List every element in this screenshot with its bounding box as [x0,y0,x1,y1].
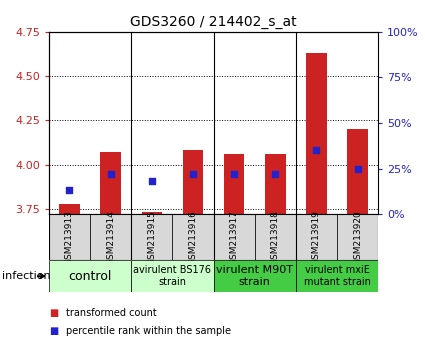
Point [354,166,361,171]
Point [272,171,279,177]
Text: GSM213914: GSM213914 [106,210,115,264]
Bar [213,214,255,260]
Text: GSM213919: GSM213919 [312,210,321,265]
Bar [224,154,244,214]
Bar [347,129,368,214]
Text: percentile rank within the sample: percentile rank within the sample [66,326,231,336]
Bar [296,214,337,260]
Bar [255,214,296,260]
Text: GSM213917: GSM213917 [230,210,239,265]
Text: transformed count: transformed count [66,308,157,318]
Text: GSM213915: GSM213915 [147,210,156,265]
Bar [337,214,378,260]
Bar [173,214,213,260]
Text: virulent mxiE
mutant strain: virulent mxiE mutant strain [303,265,371,287]
Bar [90,214,131,260]
Text: control: control [68,270,112,282]
Bar [142,212,162,214]
Bar [131,260,213,292]
Title: GDS3260 / 214402_s_at: GDS3260 / 214402_s_at [130,16,297,29]
Point [148,178,155,184]
Bar [213,260,296,292]
Point [313,148,320,153]
Text: avirulent BS176
strain: avirulent BS176 strain [133,265,211,287]
Bar [49,260,131,292]
Bar [59,204,80,214]
Point [190,171,196,177]
Bar [306,53,327,214]
Bar [131,214,173,260]
Point [231,171,238,177]
Bar [265,154,286,214]
Text: ■: ■ [49,326,58,336]
Text: ■: ■ [49,308,58,318]
Text: virulent M90T
strain: virulent M90T strain [216,265,293,287]
Text: GSM213918: GSM213918 [271,210,280,265]
Text: infection: infection [2,271,51,281]
Point [107,171,114,177]
Bar [100,152,121,214]
Text: GSM213913: GSM213913 [65,210,74,265]
Bar [183,150,203,214]
Text: GSM213920: GSM213920 [353,210,362,264]
Bar [296,260,378,292]
Text: GSM213916: GSM213916 [188,210,198,265]
Bar [49,214,90,260]
Point [66,188,73,193]
